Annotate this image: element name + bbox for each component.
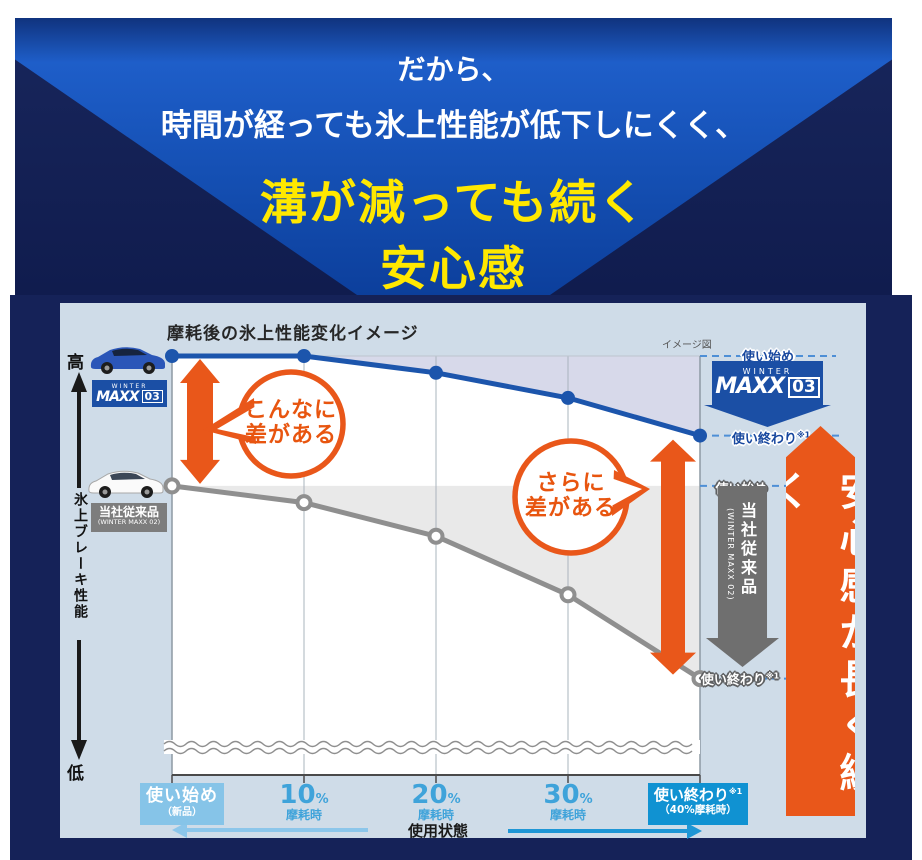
headline-line1: だから、 <box>397 53 510 86</box>
tick10-num: 10 <box>279 780 316 810</box>
arrow-logo-03: 03 <box>788 376 820 398</box>
tick10-sub: 摩耗時 <box>285 808 322 822</box>
winter-maxx-03-badge: WINTER MAXX 03 <box>92 380 167 407</box>
logo-03-text: 03 <box>141 390 163 403</box>
arrow-logo-winter: WINTER <box>742 367 793 376</box>
x-end-footnote: ※1 <box>728 787 743 796</box>
bubble2-line2: 差がある <box>524 495 617 521</box>
conventional-range-arrow: (WINTER MAXX 02) 当社従来品 <box>706 486 779 667</box>
conventional-badge-line2: (WINTER MAXX 02) <box>97 518 161 527</box>
x-axis-title: 使用状態 <box>407 822 468 840</box>
conventional-badge-line1: 当社従来品 <box>98 505 159 519</box>
chart-title: 摩耗後の氷上性能変化イメージ <box>167 324 419 344</box>
headline-line4: 安心感 <box>380 242 527 295</box>
gray-end-text: 使い終わり <box>700 673 766 688</box>
logo-winter-text: WINTER <box>111 382 148 390</box>
bubble1-line2: 差がある <box>244 422 337 448</box>
tick30-unit: % <box>579 792 593 807</box>
headline-line2: 時間が経っても氷上性能が低下しにくく、 <box>160 108 747 144</box>
tick20-num: 20 <box>411 780 448 810</box>
gray-arrow-sub-text: (WINTER MAXX 02) <box>726 508 735 601</box>
gray-arrow-main-text: 当社従来品 <box>738 502 757 597</box>
x-tick-20pct: 20% 摩耗時 <box>391 782 481 821</box>
gray-end-footnote: ※1 <box>765 671 780 681</box>
x-start-badge: 使い始め （新品） <box>140 783 224 825</box>
bubble-such-a-difference: こんなに 差がある <box>231 398 351 448</box>
white-car-image <box>86 466 166 500</box>
tick30-sub: 摩耗時 <box>549 808 586 822</box>
y-axis-high-label: 高 <box>67 353 84 373</box>
bubble2-line1: さらに <box>536 471 606 496</box>
blue-car-image <box>88 342 168 376</box>
tick20-unit: % <box>447 792 461 807</box>
bubble1-line1: こんなに <box>244 398 337 423</box>
peace-of-mind-banner: 安心感が長く続く <box>786 426 855 816</box>
image-note: イメージ図 <box>662 340 712 351</box>
x-end-sub: （40%摩耗時） <box>659 804 737 817</box>
x-end-main: 使い終わり <box>653 786 729 804</box>
arrow-logo-maxx: MAXX <box>715 374 785 399</box>
headline-line3: 溝が減っても続く <box>259 176 648 231</box>
x-start-sub: （新品） <box>162 806 202 818</box>
headline-banner: だから、 時間が経っても氷上性能が低下しにくく、 溝が減っても続く 安心感 <box>15 18 892 295</box>
conventional-product-badge: 当社従来品 (WINTER MAXX 02) <box>91 503 167 532</box>
gray-end-label: 使い終わり※1 <box>690 669 790 688</box>
x-end-badge: 使い終わり※1 （40%摩耗時） <box>648 783 748 825</box>
tick10-unit: % <box>315 792 329 807</box>
bubble-even-more-difference: さらに 差がある <box>511 471 631 521</box>
blue-end-text: 使い終わり <box>731 432 797 447</box>
tick20-sub: 摩耗時 <box>417 808 454 822</box>
x-tick-30pct: 30% 摩耗時 <box>523 782 613 821</box>
logo-maxx-text: MAXX <box>96 388 139 405</box>
tick30-num: 30 <box>543 780 580 810</box>
x-tick-10pct: 10% 摩耗時 <box>259 782 349 821</box>
x-start-main: 使い始め <box>146 786 218 806</box>
side-banner-text: 安心感が長く続く <box>763 470 855 799</box>
y-axis-low-label: 低 <box>67 764 84 784</box>
y-axis-title: 氷上ブレーキ性能 <box>72 492 88 620</box>
